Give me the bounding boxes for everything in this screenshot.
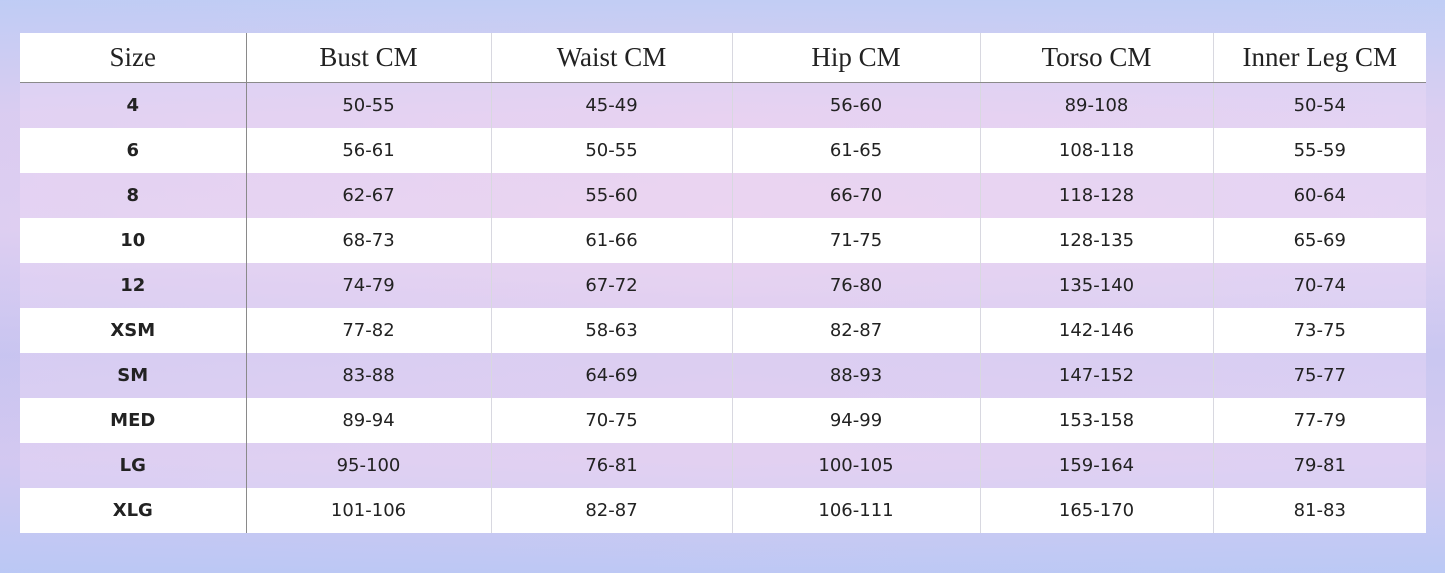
table-row: 10 68-73 61-66 71-75 128-135 65-69 bbox=[20, 218, 1426, 263]
table-row: XLG 101-106 82-87 106-111 165-170 81-83 bbox=[20, 488, 1426, 533]
measure-cell: 45-49 bbox=[490, 82, 732, 128]
size-cell: XLG bbox=[20, 488, 247, 533]
measure-cell: 159-164 bbox=[979, 443, 1213, 488]
size-cell: 8 bbox=[20, 173, 247, 218]
size-cell: 10 bbox=[20, 218, 247, 263]
header-cell: Waist CM bbox=[490, 33, 732, 83]
measure-cell: 61-65 bbox=[731, 128, 980, 173]
measure-cell: 56-61 bbox=[245, 128, 491, 173]
measure-cell: 165-170 bbox=[979, 488, 1213, 533]
measure-cell: 67-72 bbox=[490, 263, 732, 308]
size-cell: 12 bbox=[20, 263, 247, 308]
measure-cell: 64-69 bbox=[490, 353, 732, 398]
header-cell: Torso CM bbox=[979, 33, 1213, 83]
measure-cell: 76-80 bbox=[731, 263, 980, 308]
table-row: LG 95-100 76-81 100-105 159-164 79-81 bbox=[20, 443, 1426, 488]
size-cell: XSM bbox=[20, 308, 247, 353]
measure-cell: 62-67 bbox=[245, 173, 491, 218]
table-row: 8 62-67 55-60 66-70 118-128 60-64 bbox=[20, 173, 1426, 218]
measure-cell: 58-63 bbox=[490, 308, 732, 353]
measure-cell: 106-111 bbox=[731, 488, 980, 533]
table-row: SM 83-88 64-69 88-93 147-152 75-77 bbox=[20, 353, 1426, 398]
measure-cell: 70-74 bbox=[1212, 263, 1426, 308]
measure-cell: 68-73 bbox=[245, 218, 491, 263]
measure-cell: 147-152 bbox=[979, 353, 1213, 398]
measure-cell: 74-79 bbox=[245, 263, 491, 308]
measure-cell: 108-118 bbox=[979, 128, 1213, 173]
measure-cell: 128-135 bbox=[979, 218, 1213, 263]
size-cell: 6 bbox=[20, 128, 247, 173]
measure-cell: 77-82 bbox=[245, 308, 491, 353]
measure-cell: 73-75 bbox=[1212, 308, 1426, 353]
header-cell: Inner Leg CM bbox=[1212, 33, 1426, 83]
measure-cell: 153-158 bbox=[979, 398, 1213, 443]
measure-cell: 61-66 bbox=[490, 218, 732, 263]
measure-cell: 75-77 bbox=[1212, 353, 1426, 398]
measure-cell: 71-75 bbox=[731, 218, 980, 263]
measure-cell: 82-87 bbox=[490, 488, 732, 533]
header-row: Size Bust CM Waist CM Hip CM Torso CM Inner L… bbox=[20, 33, 1426, 83]
measure-cell: 89-94 bbox=[245, 398, 491, 443]
measure-cell: 55-59 bbox=[1212, 128, 1426, 173]
measure-cell: 82-87 bbox=[731, 308, 980, 353]
measure-cell: 70-75 bbox=[490, 398, 732, 443]
measure-cell: 135-140 bbox=[979, 263, 1213, 308]
measure-cell: 79-81 bbox=[1212, 443, 1426, 488]
header-cell: Size bbox=[20, 33, 247, 83]
measure-cell: 83-88 bbox=[245, 353, 491, 398]
header-cell: Bust CM bbox=[245, 33, 491, 83]
measure-cell: 76-81 bbox=[490, 443, 732, 488]
measure-cell: 88-93 bbox=[731, 353, 980, 398]
table-row: 12 74-79 67-72 76-80 135-140 70-74 bbox=[20, 263, 1426, 308]
measure-cell: 101-106 bbox=[245, 488, 491, 533]
size-cell: MED bbox=[20, 398, 247, 443]
measure-cell: 56-60 bbox=[731, 82, 980, 128]
table-row: 4 50-55 45-49 56-60 89-108 50-54 bbox=[20, 82, 1426, 128]
measure-cell: 94-99 bbox=[731, 398, 980, 443]
table-body: 4 50-55 45-49 56-60 89-108 50-54 6 56-61 50-55 61… bbox=[20, 82, 1426, 533]
measure-cell: 60-64 bbox=[1212, 173, 1426, 218]
size-cell: SM bbox=[20, 353, 247, 398]
measure-cell: 77-79 bbox=[1212, 398, 1426, 443]
measure-cell: 50-55 bbox=[245, 82, 491, 128]
measure-cell: 100-105 bbox=[731, 443, 980, 488]
table-row: 6 56-61 50-55 61-65 108-118 55-59 bbox=[20, 128, 1426, 173]
header-cell: Hip CM bbox=[731, 33, 980, 83]
measure-cell: 118-128 bbox=[979, 173, 1213, 218]
measure-cell: 65-69 bbox=[1212, 218, 1426, 263]
measure-cell: 81-83 bbox=[1212, 488, 1426, 533]
measure-cell: 50-55 bbox=[490, 128, 732, 173]
measure-cell: 95-100 bbox=[245, 443, 491, 488]
measure-cell: 66-70 bbox=[731, 173, 980, 218]
size-table: Size Bust CM Waist CM Hip CM Torso CM Inner L… bbox=[20, 33, 1426, 533]
table-row: MED 89-94 70-75 94-99 153-158 77-79 bbox=[20, 398, 1426, 443]
measure-cell: 55-60 bbox=[490, 173, 732, 218]
size-cell: LG bbox=[20, 443, 247, 488]
measure-cell: 50-54 bbox=[1212, 82, 1426, 128]
measure-cell: 89-108 bbox=[979, 82, 1213, 128]
measure-cell: 142-146 bbox=[979, 308, 1213, 353]
table-row: XSM 77-82 58-63 82-87 142-146 73-75 bbox=[20, 308, 1426, 353]
size-cell: 4 bbox=[20, 82, 247, 128]
